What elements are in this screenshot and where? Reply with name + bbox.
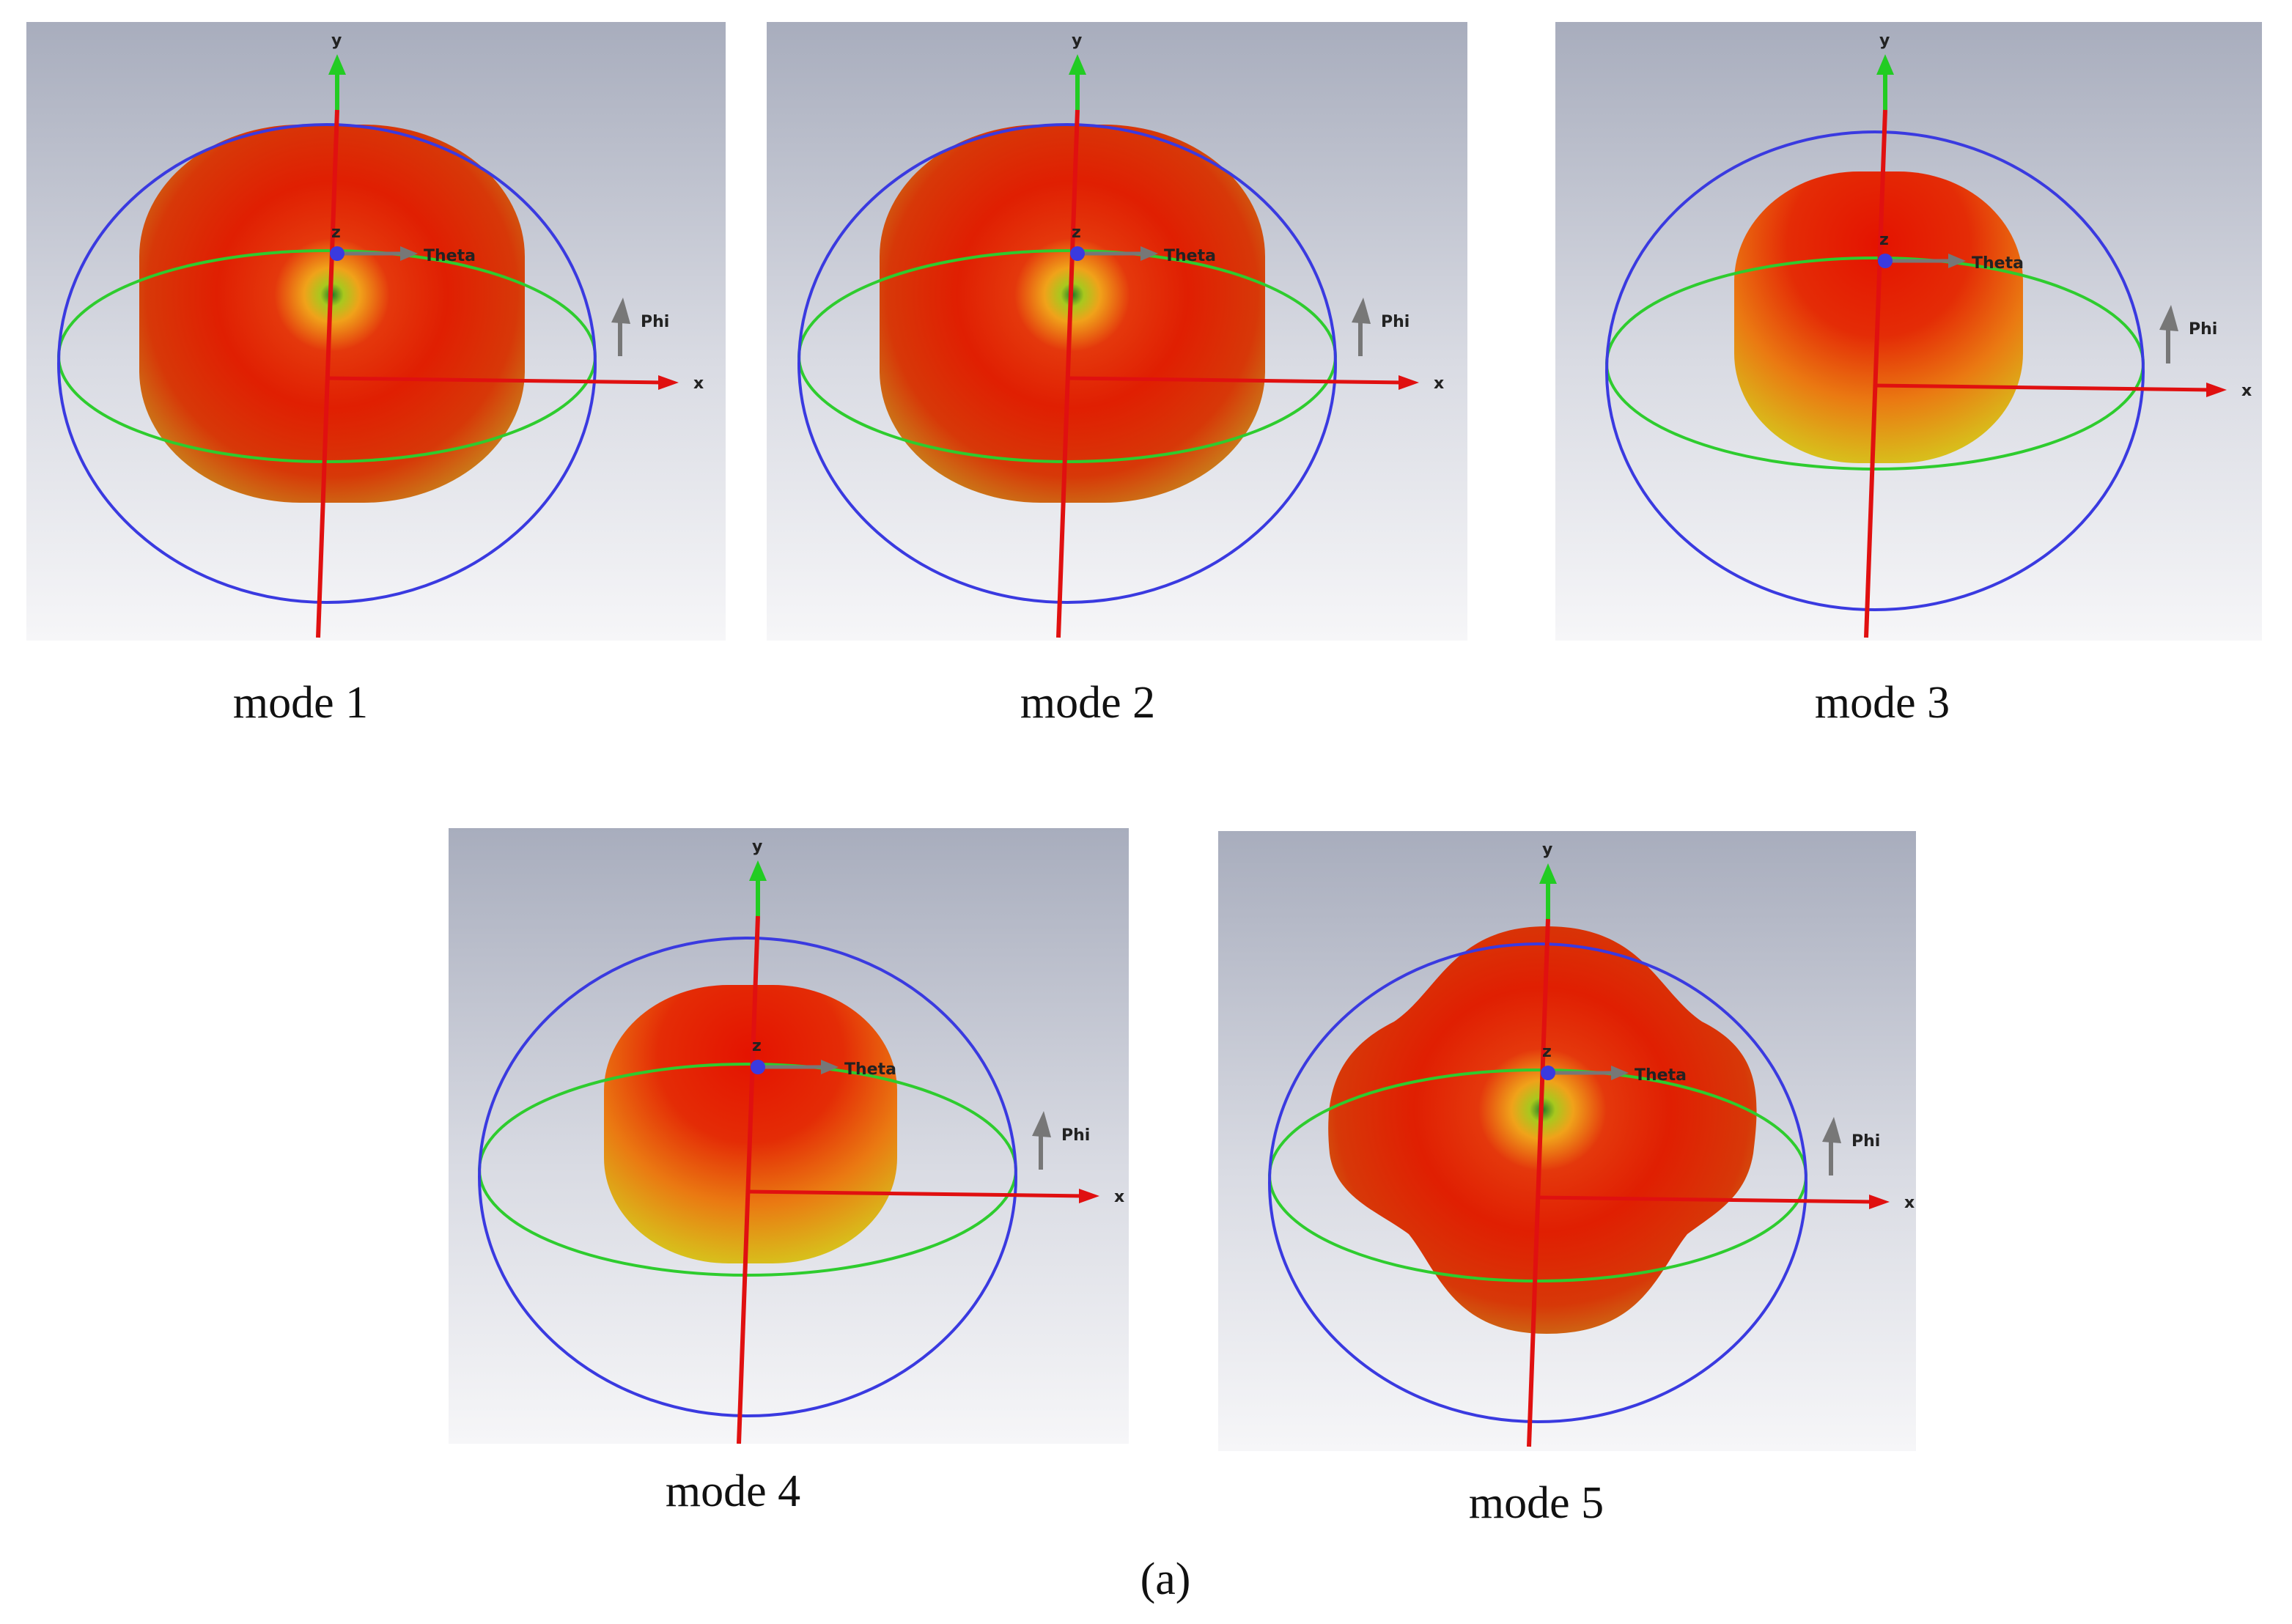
y-axis — [1864, 109, 1887, 638]
z-point — [751, 1060, 765, 1074]
panel-caption: mode 4 — [665, 1466, 801, 1516]
axis-label: Phi — [1851, 1132, 1880, 1151]
figure-label: (a) — [1140, 1554, 1191, 1604]
phi-ring — [1605, 130, 2145, 611]
x-axis — [1874, 383, 2213, 392]
pattern-surface — [139, 125, 525, 503]
axis-label: x — [693, 374, 704, 393]
y-axis — [1056, 109, 1080, 638]
y-arrow — [1539, 863, 1557, 884]
x-axis — [747, 1189, 1086, 1198]
theta-arrowhead — [400, 246, 418, 261]
phi-arrowhead — [1352, 298, 1371, 324]
pattern-panel: y z Theta Phi x — [767, 22, 1467, 641]
axis-label: z — [331, 224, 341, 242]
x-axis — [1066, 376, 1405, 385]
panel-caption: mode 2 — [1020, 678, 1156, 728]
z-point — [330, 246, 344, 261]
phi-arrowhead — [1822, 1117, 1841, 1143]
y-axis — [316, 109, 339, 638]
y-arrow — [1876, 54, 1894, 75]
x-arrow — [1869, 1195, 1890, 1209]
phi-ring — [478, 937, 1017, 1417]
axis-label: Theta — [1635, 1066, 1687, 1085]
theta-arrowhead — [1141, 246, 1158, 261]
z-point — [1070, 246, 1085, 261]
axis-label: y — [752, 838, 762, 856]
phi-ring — [1268, 942, 1808, 1423]
phi-arrowhead — [611, 298, 630, 324]
axis-label: Phi — [641, 313, 669, 331]
x-arrow — [1079, 1189, 1099, 1203]
phi-ring — [57, 123, 597, 604]
panel-caption: mode 3 — [1814, 678, 1950, 728]
pattern-panel: y z Theta Phi x — [449, 828, 1129, 1444]
panel-caption: mode 5 — [1468, 1478, 1604, 1528]
axis-label: y — [1879, 32, 1890, 50]
pattern-panel: y z Theta Phi x — [26, 22, 726, 641]
axis-label: z — [1072, 224, 1081, 242]
pattern-panel: y z Theta Phi x — [1218, 831, 1916, 1451]
phi-ring — [797, 123, 1337, 604]
pattern-panel: y z Theta Phi x — [1555, 22, 2262, 641]
panel-caption: mode 1 — [232, 678, 369, 728]
z-point — [1878, 254, 1893, 268]
axis-label: z — [1879, 231, 1889, 249]
axis-label: x — [1904, 1194, 1915, 1212]
axis-label: Theta — [844, 1060, 896, 1079]
axis-label: x — [1114, 1188, 1124, 1206]
x-arrow — [658, 375, 679, 390]
y-axis — [1527, 918, 1550, 1447]
axis-label: Theta — [1972, 254, 2024, 273]
axis-label: y — [1072, 32, 1082, 50]
axis-label: Phi — [1061, 1126, 1090, 1145]
y-axis — [737, 915, 760, 1444]
z-point — [1541, 1066, 1555, 1080]
pattern-surface — [880, 125, 1265, 503]
axis-label: y — [1542, 841, 1552, 859]
axis-label: y — [331, 32, 342, 50]
y-arrow — [328, 54, 346, 75]
y-arrow — [1069, 54, 1086, 75]
x-arrow — [2206, 383, 2227, 397]
axis-label: x — [1434, 374, 1444, 393]
axis-label: Theta — [1164, 247, 1216, 265]
theta-arrowhead — [1948, 254, 1966, 268]
axis-label: Phi — [1381, 313, 1410, 331]
theta-arrowhead — [821, 1060, 839, 1074]
theta-arrowhead — [1611, 1066, 1629, 1080]
axis-label: x — [2241, 382, 2252, 400]
x-axis — [1537, 1195, 1876, 1204]
axis-label: Theta — [424, 247, 476, 265]
x-axis — [326, 376, 665, 385]
x-arrow — [1399, 375, 1419, 390]
axis-label: z — [752, 1037, 762, 1055]
axis-label: z — [1542, 1043, 1552, 1061]
phi-arrowhead — [2159, 305, 2178, 331]
y-arrow — [749, 860, 767, 881]
phi-arrowhead — [1032, 1111, 1051, 1137]
axis-label: Phi — [2189, 320, 2217, 339]
